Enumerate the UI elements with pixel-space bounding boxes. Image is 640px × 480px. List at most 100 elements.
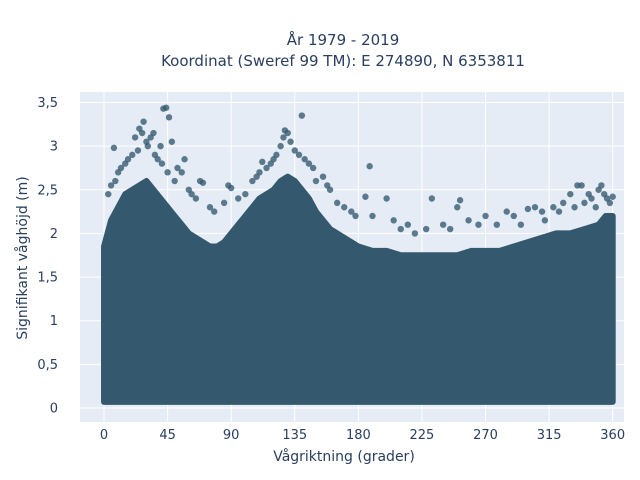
data-point — [482, 212, 489, 220]
data-point — [447, 225, 454, 233]
data-point — [510, 212, 517, 220]
data-point — [411, 230, 419, 237]
data-point — [517, 221, 525, 228]
data-point — [154, 156, 161, 163]
data-point — [422, 225, 430, 233]
y-axis-title: Signifikant våghöjd (m) — [14, 176, 31, 339]
data-point — [493, 221, 501, 228]
data-point — [295, 151, 303, 159]
data-point — [555, 208, 563, 215]
data-point — [227, 184, 235, 192]
y-tick-label: 3 — [50, 140, 58, 155]
data-point — [188, 190, 195, 198]
data-point — [242, 190, 249, 198]
data-point — [531, 204, 539, 211]
data-point — [369, 212, 376, 220]
data-point — [150, 129, 157, 137]
data-point — [598, 182, 605, 189]
data-point — [158, 160, 166, 167]
data-point — [287, 138, 294, 145]
data-point — [439, 221, 447, 228]
data-point — [312, 177, 320, 185]
data-point — [162, 104, 170, 111]
data-point — [609, 193, 616, 200]
data-point — [235, 195, 242, 202]
x-tick-label: 90 — [223, 428, 240, 443]
data-point — [168, 138, 176, 145]
data-point — [298, 112, 306, 119]
data-point — [383, 195, 390, 202]
data-point — [131, 134, 139, 141]
y-tick-label: 0 — [50, 402, 58, 417]
data-point — [404, 221, 412, 228]
data-point — [390, 217, 397, 224]
data-point — [465, 217, 472, 224]
data-point — [456, 197, 464, 204]
data-point — [211, 208, 218, 215]
data-point — [256, 169, 263, 176]
data-point — [428, 195, 436, 202]
data-point — [397, 225, 404, 233]
data-point — [112, 177, 119, 185]
data-point — [129, 151, 136, 159]
data-point — [550, 204, 557, 211]
y-tick-label: 1 — [50, 314, 58, 329]
x-tick-label: 135 — [282, 428, 307, 443]
data-point — [280, 134, 287, 141]
data-point — [105, 190, 112, 198]
x-tick-label: 360 — [600, 428, 625, 443]
data-point — [326, 186, 334, 193]
data-point — [352, 212, 359, 220]
data-point — [124, 156, 132, 163]
data-point — [284, 129, 291, 137]
data-point — [571, 204, 578, 211]
x-axis-ticks: 0 45 90 135 180 225 270 315 360 — [100, 428, 625, 443]
data-point — [333, 199, 341, 207]
y-tick-label: 2,5 — [37, 183, 58, 198]
x-tick-label: 0 — [100, 428, 108, 443]
dense-point-cloud — [101, 173, 616, 405]
data-point — [273, 151, 280, 159]
data-point — [348, 208, 355, 215]
data-point — [178, 169, 185, 176]
data-point — [503, 208, 510, 215]
data-point — [567, 190, 574, 198]
data-point — [249, 177, 256, 185]
data-point — [309, 164, 317, 172]
data-point — [362, 193, 369, 200]
data-point — [181, 156, 188, 163]
data-point — [110, 144, 118, 152]
data-point — [524, 205, 532, 213]
data-point — [366, 163, 373, 170]
data-point — [301, 156, 308, 163]
data-point — [454, 204, 461, 211]
data-point — [165, 114, 173, 121]
data-point — [117, 164, 125, 172]
data-point — [192, 195, 200, 202]
data-point — [140, 118, 147, 125]
data-point — [138, 129, 146, 137]
data-point — [541, 217, 549, 224]
data-point — [263, 164, 270, 172]
data-point — [259, 158, 266, 166]
chart-title: År 1979 - 2019 — [287, 30, 400, 49]
data-point — [341, 204, 348, 211]
data-point — [305, 160, 313, 167]
data-point — [220, 199, 228, 207]
y-axis-ticks: 0 0,5 1 1,5 2 2,5 3 3,5 — [37, 96, 58, 417]
data-point — [578, 182, 585, 189]
y-tick-label: 3,5 — [37, 96, 58, 111]
data-point — [164, 169, 171, 176]
data-point — [107, 182, 115, 189]
data-point — [475, 221, 482, 228]
data-point — [538, 208, 546, 215]
x-tick-label: 225 — [410, 428, 435, 443]
data-point — [134, 147, 142, 154]
data-points — [101, 104, 616, 405]
data-point — [157, 142, 164, 150]
data-point — [319, 173, 327, 180]
data-point — [277, 142, 284, 150]
data-point — [171, 177, 178, 185]
x-tick-label: 180 — [346, 428, 371, 443]
